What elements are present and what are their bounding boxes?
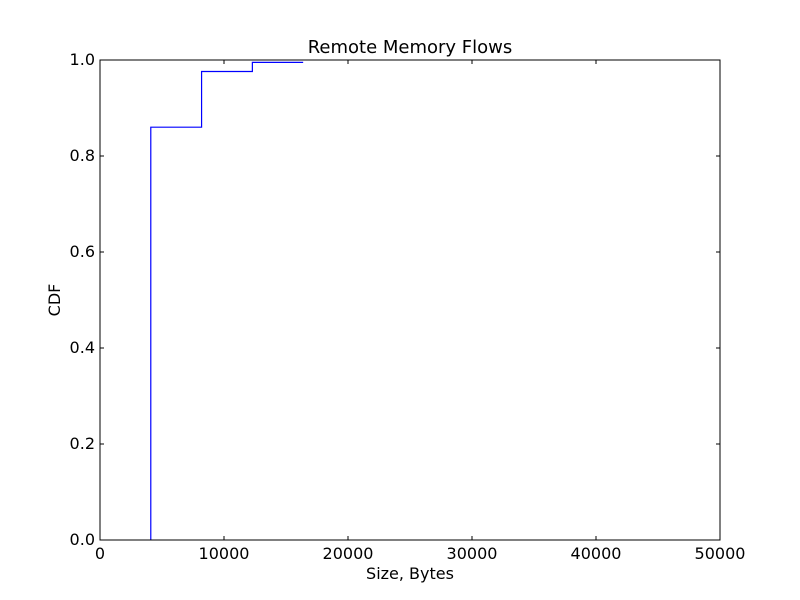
y-tick-label: 1.0	[70, 50, 95, 69]
y-axis-label: CDF	[45, 284, 64, 317]
y-tick-label: 0.4	[70, 338, 95, 357]
ticks-layer: 0 10000 20000 30000 40000 50000 0.0 0.2 0.4 0.6 0.…	[70, 50, 746, 563]
x-tick-label: 10000	[199, 544, 250, 563]
plot-area-frame	[99, 59, 721, 541]
x-tick-label: 20000	[323, 544, 374, 563]
cdf-step-line	[150, 61, 304, 540]
x-tick-label: 40000	[571, 544, 622, 563]
series-layer	[150, 61, 304, 540]
y-tick-label: 0.0	[70, 530, 95, 549]
y-tick-label: 0.2	[70, 434, 95, 453]
x-tick-label: 50000	[695, 544, 746, 563]
y-tick-label: 0.8	[70, 146, 95, 165]
x-tick-label: 30000	[447, 544, 498, 563]
x-tick-label: 0	[95, 544, 105, 563]
x-axis-label: Size, Bytes	[366, 564, 454, 583]
y-tick-label: 0.6	[70, 242, 95, 261]
chart-title: Remote Memory Flows	[308, 37, 513, 58]
